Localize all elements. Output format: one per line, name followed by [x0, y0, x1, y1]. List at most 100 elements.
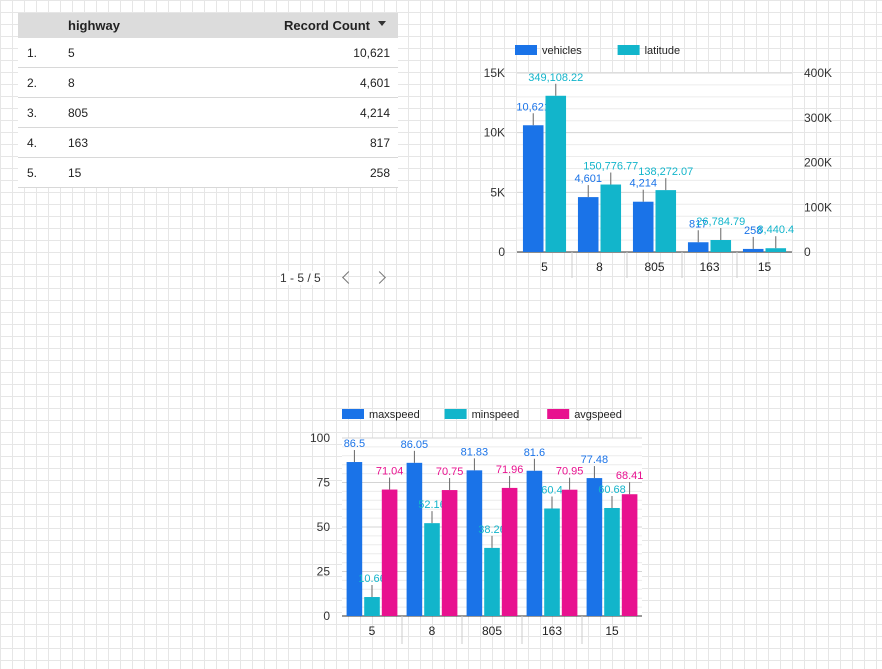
column-header-highway[interactable]: highway [68, 18, 121, 33]
chevron-left-icon[interactable] [342, 271, 355, 284]
bar-vehicles [742, 248, 764, 252]
table-row: 3. 805 4,214 [18, 98, 398, 128]
data-label-maxspeed: 77.48 [581, 454, 609, 466]
bar-avgspeed [441, 490, 458, 616]
pagination-label: 1 - 5 / 5 [280, 271, 321, 285]
y-tick-label: 0 [323, 609, 330, 623]
x-tick-label: 15 [605, 624, 619, 638]
x-tick-label: 5 [541, 260, 548, 274]
y-tick-label: 0 [498, 245, 505, 259]
x-tick-label: 8 [596, 260, 603, 274]
data-label-minspeed: 52.16 [418, 499, 446, 511]
bar-latitude [710, 240, 732, 252]
row-index: 3. [27, 106, 38, 120]
data-label-minspeed: 38.26 [478, 524, 506, 536]
y-right-tick-label: 400K [804, 66, 832, 80]
legend-label-minspeed: minspeed [472, 409, 520, 421]
x-tick-label: 163 [542, 624, 562, 638]
bar-minspeed [424, 523, 440, 616]
legend-swatch-avgspeed [547, 409, 570, 419]
cell-record-count: 4,214 [359, 106, 390, 120]
bar-minspeed [604, 507, 620, 616]
chevron-right-icon[interactable] [373, 271, 386, 284]
legend-label-maxspeed: maxspeed [369, 409, 420, 421]
data-label-latitude: 8,440.4 [757, 224, 794, 236]
column-header-record-count[interactable]: Record Count [284, 18, 370, 33]
data-label-latitude: 26,784.79 [696, 216, 745, 228]
data-label-avgspeed: 70.95 [556, 466, 584, 478]
legend-label-vehicles: vehicles [542, 45, 582, 57]
bar-avgspeed [561, 489, 578, 616]
bar-maxspeed [466, 470, 483, 616]
record-count-table: highway Record Count 1. 5 10,621 2. 8 4,… [18, 13, 398, 188]
bar-avgspeed [621, 494, 638, 616]
bar-latitude [765, 248, 787, 252]
x-tick-label: 5 [369, 624, 376, 638]
cell-highway: 5 [68, 46, 75, 60]
bar-latitude [600, 184, 622, 252]
vehicles-latitude-chart: 0 5K 10K 15K 0 100K 200K 300K 400K 5 10,621 349,108… [484, 45, 832, 278]
cell-record-count: 817 [369, 136, 390, 150]
cell-record-count: 10,621 [353, 46, 390, 60]
table-header: highway Record Count [18, 13, 398, 38]
table-row: 5. 15 258 [18, 158, 398, 188]
y-right-tick-label: 300K [804, 111, 832, 125]
sort-descending-icon[interactable] [378, 21, 386, 26]
data-label-avgspeed: 71.96 [496, 464, 524, 476]
y-tick-label: 75 [317, 476, 331, 490]
row-index: 1. [27, 46, 38, 60]
bar-vehicles [687, 242, 709, 252]
data-label-latitude: 138,272.07 [638, 166, 693, 178]
y-tick-label: 100 [310, 431, 330, 445]
bar-avgspeed [381, 489, 398, 616]
bar-maxspeed [526, 470, 543, 616]
y-tick-label: 25 [317, 565, 331, 579]
bar-latitude [545, 95, 567, 252]
bar-vehicles [632, 201, 654, 252]
y-right-tick-label: 0 [804, 245, 811, 259]
bar-minspeed [544, 508, 560, 616]
bar-vehicles [577, 197, 599, 252]
cell-record-count: 4,601 [359, 76, 390, 90]
table-row: 1. 5 10,621 [18, 38, 398, 68]
bar-minspeed [364, 597, 380, 616]
x-tick-label: 805 [644, 260, 664, 274]
row-index: 5. [27, 166, 38, 180]
speed-chart: 0 25 50 75 100 5 86.5 10.66 71.04 8 86.05 52.16 70.7… [310, 409, 644, 644]
cell-highway: 805 [68, 106, 89, 120]
y-tick-label: 10K [484, 126, 505, 140]
data-label-vehicles: 4,214 [629, 178, 657, 190]
legend-swatch-maxspeed [342, 409, 364, 419]
cell-highway: 15 [68, 166, 82, 180]
table-row: 2. 8 4,601 [18, 68, 398, 98]
cell-record-count: 258 [369, 166, 390, 180]
legend-swatch-vehicles [515, 45, 537, 55]
table-row: 4. 163 817 [18, 128, 398, 158]
data-label-avgspeed: 68.41 [616, 470, 644, 482]
data-label-vehicles: 10,621 [516, 101, 550, 113]
data-label-latitude: 349,108.22 [528, 72, 583, 84]
legend-label-avgspeed: avgspeed [574, 409, 622, 421]
data-label-minspeed: 10.66 [358, 573, 386, 585]
data-label-vehicles: 817 [689, 218, 707, 230]
data-label-maxspeed: 86.5 [344, 438, 365, 450]
y-right-tick-label: 200K [804, 156, 832, 170]
bar-avgspeed [501, 487, 518, 616]
data-label-maxspeed: 86.05 [401, 439, 429, 451]
bar-maxspeed [586, 478, 603, 616]
row-index: 4. [27, 136, 38, 150]
data-label-minspeed: 60.68 [598, 484, 626, 496]
bar-minspeed [484, 547, 500, 616]
x-tick-label: 163 [699, 260, 719, 274]
data-label-avgspeed: 70.75 [436, 466, 464, 478]
bar-maxspeed [346, 462, 363, 616]
row-index: 2. [27, 76, 38, 90]
data-label-minspeed: 60.4 [541, 484, 562, 496]
x-tick-label: 15 [758, 260, 772, 274]
legend-label-latitude: latitude [645, 45, 680, 57]
bar-maxspeed [406, 462, 423, 616]
data-label-maxspeed: 81.6 [524, 447, 545, 459]
bar-latitude [655, 190, 677, 252]
data-label-maxspeed: 81.83 [461, 446, 489, 458]
data-label-vehicles: 258 [744, 225, 762, 237]
